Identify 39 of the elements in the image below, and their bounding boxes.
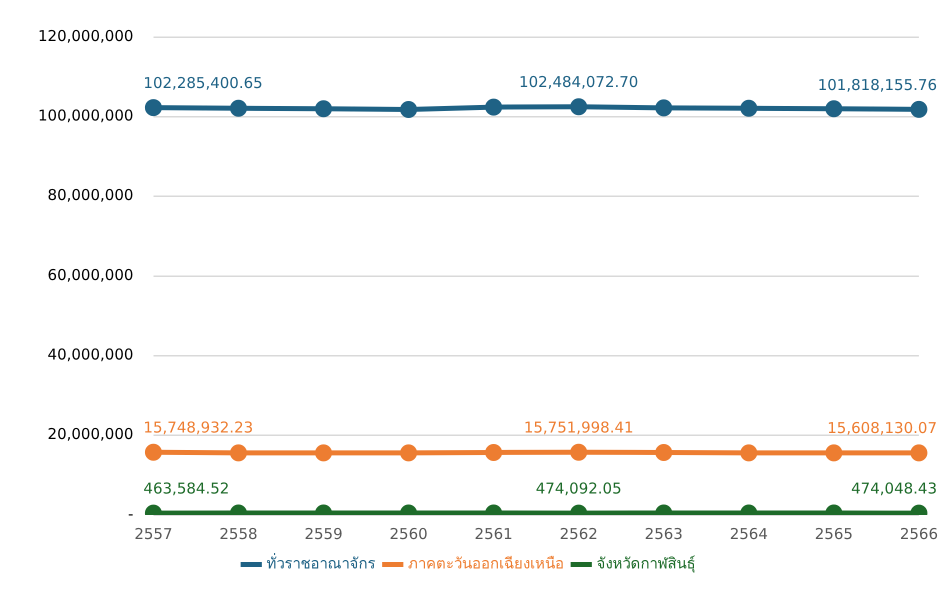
x-tick-label: 2561 xyxy=(474,524,513,543)
data-label: 102,285,400.65 xyxy=(143,74,263,92)
data-label: 15,748,932.23 xyxy=(143,418,254,437)
data-label: 474,048.43 xyxy=(851,480,938,498)
point xyxy=(910,100,928,118)
data-label: 463,584.52 xyxy=(143,480,230,498)
data-label: 474,092.05 xyxy=(536,480,622,498)
point xyxy=(825,100,842,118)
legend-label: ทั่วราชอาณาจักร xyxy=(266,552,376,572)
y-tick-label: 80,000,000 xyxy=(48,186,134,204)
point xyxy=(485,98,502,116)
x-tick-label: 2564 xyxy=(730,524,768,543)
y-tick-label: 60,000,000 xyxy=(48,266,134,284)
x-tick-label: 2565 xyxy=(814,524,853,543)
data-label: 102,484,072.70 xyxy=(519,73,638,92)
data-label: 101,818,155.76 xyxy=(818,76,938,94)
x-tick-label: 2562 xyxy=(560,524,598,543)
point xyxy=(740,100,758,117)
x-tick-label: 2563 xyxy=(644,524,683,543)
x-tick-label: 2566 xyxy=(900,524,938,543)
point xyxy=(230,100,247,117)
x-tick-label: 2557 xyxy=(134,524,173,543)
point xyxy=(315,100,332,118)
y-tick-label: 20,000,000 xyxy=(48,425,134,444)
y-tick-label: 120,000,000 xyxy=(38,26,134,45)
point xyxy=(144,99,162,116)
point xyxy=(655,99,672,116)
legend-label: ภาคตะวันออกเฉียงเหนือ xyxy=(408,554,564,572)
y-tick-label: 40,000,000 xyxy=(48,346,134,364)
x-tick-label: 2558 xyxy=(219,524,258,543)
data-label: 15,608,130.07 xyxy=(827,419,938,438)
y-tick-label: - xyxy=(128,504,134,523)
x-tick-label: 2560 xyxy=(389,524,428,543)
x-tick-label: 2559 xyxy=(304,524,343,543)
point xyxy=(400,100,418,118)
point xyxy=(570,98,588,116)
legend-label: จังหวัดกาฬสินธุ์ xyxy=(596,554,696,574)
y-tick-label: 100,000,000 xyxy=(38,106,134,125)
data-label: 15,751,998.41 xyxy=(524,418,634,437)
